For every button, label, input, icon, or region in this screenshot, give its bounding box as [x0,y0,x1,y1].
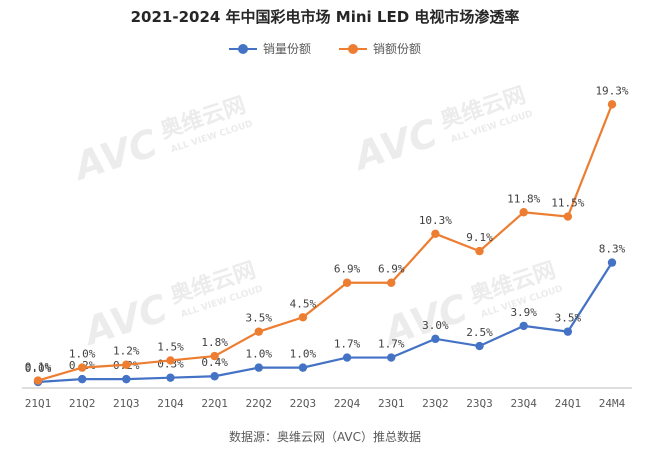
x-tick-label: 23Q3 [466,397,493,410]
legend-label-sales-volume: 销量份额 [262,42,311,56]
series-sales-value: 0.1% 1.0% 1.2% 1.5% 1.8% 3.5% 4.5% 6.9% 6.9% 10.3… [25,84,629,385]
data-label: 0.0% [25,362,52,375]
data-label: 1.7% [378,338,405,351]
data-point [210,351,219,361]
data-label: 4.5% [290,297,317,310]
data-point [166,356,175,365]
data-label: 3.0% [422,319,449,332]
data-label: 3.5% [555,312,582,325]
data-point [431,334,440,344]
data-label: 10.3% [419,214,452,227]
legend-swatch-sales-value [339,43,367,54]
data-point [254,363,263,372]
x-tick-label: 24M4 [599,397,626,410]
x-tick-label: 23Q1 [378,397,405,410]
watermark-avc: AVC [66,121,163,190]
data-label: 0.4% [201,356,228,369]
data-label: 1.7% [334,338,361,351]
data-label: 1.8% [201,336,228,349]
data-label: 1.5% [157,340,184,353]
data-point [298,313,308,322]
x-tick-label: 23Q4 [510,397,537,410]
series-layer: 0.0%0.2%0.2%0.3%0.4%1.0%1.0%1.7%1.7%3.0%… [25,84,629,387]
data-point [519,321,528,331]
x-tick-label: 24Q1 [555,397,582,410]
data-point [122,374,131,384]
x-tick-label: 21Q4 [157,397,184,410]
data-label: 0.1% [25,361,52,374]
data-label: 2.5% [466,326,493,339]
data-point [210,372,219,381]
data-label: 11.8% [507,192,540,205]
x-tick-label: 22Q2 [246,397,273,410]
data-point [475,341,484,351]
x-tick-label: 21Q1 [25,397,52,410]
x-tick-label: 22Q1 [201,397,228,410]
data-label: 1.0% [69,348,96,361]
data-point [387,278,396,287]
data-point [298,363,308,372]
x-tick-label: 21Q2 [69,397,96,410]
x-tick-label: 22Q4 [334,397,361,410]
data-label: 11.5% [551,197,584,210]
data-point [166,373,175,382]
legend: 销量份额 销额份额 [0,40,650,57]
series-line [37,103,614,382]
data-label: 6.9% [334,263,361,276]
series-line [37,262,613,384]
data-point [254,327,263,336]
data-point [607,258,617,267]
legend-label-sales-value: 销额份额 [373,42,422,56]
chart-title: 2021-2024 年中国彩电市场 Mini LED 电视市场渗透率 [130,8,520,26]
data-label: 3.5% [246,312,273,325]
data-label: 1.0% [290,348,317,361]
data-point [475,246,484,256]
data-point [33,376,43,385]
data-label: 19.3% [595,84,628,97]
data-point [122,360,131,369]
data-point [342,278,352,287]
data-point [431,229,440,239]
data-point [77,374,87,384]
data-label: 1.0% [246,348,273,361]
data-label: 6.9% [378,263,405,276]
data-point [342,353,352,362]
data-label: 1.2% [113,345,140,358]
x-tick-label: 21Q3 [113,397,140,410]
x-tick-label: 22Q3 [290,397,317,410]
data-point [563,327,573,336]
data-point [387,353,396,362]
watermark-avc: AVC [346,111,443,180]
data-label: 3.9% [510,306,537,319]
legend-item-sales-volume[interactable]: 销量份额 [228,40,311,57]
x-tick-label: 23Q2 [422,397,449,410]
data-point [563,212,573,221]
data-point [607,100,617,109]
x-axis-tick-labels: 21Q1 21Q2 21Q3 21Q4 22Q1 22Q2 22Q3 22Q4 23Q1 23Q2… [25,397,626,410]
data-point [519,208,528,217]
legend-swatch-sales-volume [228,43,257,54]
data-point [77,363,87,372]
series-sales-volume: 0.0%0.2%0.2%0.3%0.4%1.0%1.0%1.7%1.7%3.0%… [25,243,626,387]
source-note: 数据源：奥维云网（AVC）推总数据 [228,430,422,444]
data-label: 8.3% [599,243,626,256]
data-label: 9.1% [466,231,493,244]
legend-item-sales-value[interactable]: 销额份额 [339,40,421,57]
